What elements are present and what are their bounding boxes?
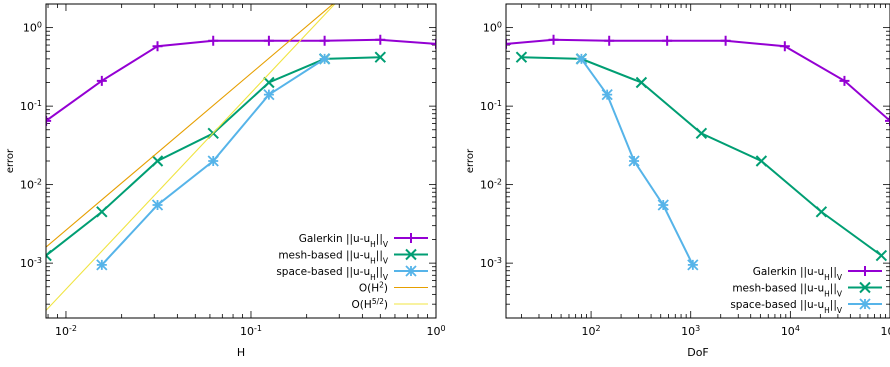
plus-marker: [506, 38, 511, 49]
legend-label: O(H2): [359, 280, 388, 295]
star-marker: [575, 53, 588, 65]
star-marker: [151, 199, 164, 211]
plus-marker: [96, 75, 107, 86]
series-line-galerkin-u-uh-v: [506, 38, 890, 122]
plus-marker: [406, 233, 416, 243]
y-tick-label: 100: [483, 20, 502, 34]
plus-marker: [779, 41, 790, 52]
x-marker: [96, 206, 108, 218]
plus-marker: [604, 35, 615, 46]
plus-marker: [662, 35, 673, 46]
plot-area: [46, 4, 436, 311]
star-marker: [628, 155, 640, 167]
plus-marker: [431, 38, 436, 49]
x-marker: [405, 248, 417, 261]
y-tick-label: 100: [23, 20, 42, 34]
legend-label: Galerkin ||u-uH||V: [299, 233, 389, 249]
axis-ticks: [506, 3, 890, 319]
star-marker: [263, 89, 275, 101]
plus-marker: [263, 35, 274, 46]
right-plot: 102 103 104 105 10-3 10-2 10-1 100 DoF error Galer…: [465, 3, 890, 359]
x-marker: [151, 155, 164, 167]
x-axis-label: DoF: [687, 346, 709, 359]
legend-label: space-based ||u-uH||V: [730, 299, 843, 315]
legend-label: Galerkin ||u-uH||V: [753, 266, 843, 282]
legend-label: mesh-based ||u-uH||V: [732, 283, 843, 299]
x-tick-label: 10-1: [240, 324, 262, 339]
x-axis-label: H: [237, 346, 245, 359]
plus-marker: [860, 266, 870, 276]
x-marker: [859, 281, 871, 294]
series-line-galerkin-u-uh-v: [46, 38, 436, 122]
y-tick-label: 10-3: [20, 256, 42, 271]
x-marker: [515, 51, 528, 63]
plus-marker: [208, 35, 219, 46]
x-tick-label: 10-2: [55, 324, 77, 339]
x-marker: [263, 76, 275, 89]
x-tick-label: 103: [681, 324, 700, 339]
plot-frame: [45, 3, 437, 319]
plus-marker: [375, 34, 386, 45]
x-tick-label: 102: [582, 324, 601, 339]
star-marker: [687, 259, 699, 271]
x-marker: [755, 155, 768, 167]
y-axis-label: error: [5, 148, 16, 173]
x-tick-label: 100: [426, 324, 445, 339]
star-marker: [657, 199, 669, 211]
series-line-o-h5-2: [46, 4, 336, 311]
x-marker: [815, 206, 828, 218]
y-tick-label: 10-2: [480, 177, 502, 192]
plus-marker: [885, 115, 890, 126]
axis-ticks: [46, 3, 437, 319]
plus-marker: [319, 35, 330, 46]
legend-label: space-based ||u-uH||V: [276, 266, 389, 282]
star-marker: [405, 265, 417, 277]
y-tick-label: 10-1: [20, 99, 42, 114]
y-axis-label: error: [465, 148, 476, 173]
plus-marker: [720, 35, 731, 46]
star-marker: [207, 155, 219, 167]
plus-marker: [839, 75, 850, 86]
series-line-mesh-based-u-uh-v: [521, 56, 882, 257]
x-tick-label: 105: [880, 324, 890, 339]
plot-frame: [505, 3, 890, 319]
star-marker: [96, 259, 108, 271]
y-tick-label: 10-1: [480, 99, 502, 114]
plus-marker: [152, 41, 163, 52]
star-marker: [318, 53, 331, 65]
star-marker: [859, 298, 871, 310]
y-tick-label: 10-2: [20, 177, 42, 192]
x-marker: [635, 76, 648, 89]
x-marker: [374, 51, 387, 63]
x-marker: [695, 127, 708, 140]
star-marker: [601, 89, 613, 101]
series-line-o-h2: [46, 4, 334, 248]
plot-area: [506, 34, 890, 271]
y-tick-label: 10-3: [480, 256, 502, 271]
x-marker: [875, 249, 888, 262]
legend-label: mesh-based ||u-uH||V: [278, 250, 389, 266]
x-tick-label: 104: [781, 324, 800, 339]
legend-label: O(H5/2): [352, 297, 388, 312]
plus-marker: [548, 34, 559, 45]
